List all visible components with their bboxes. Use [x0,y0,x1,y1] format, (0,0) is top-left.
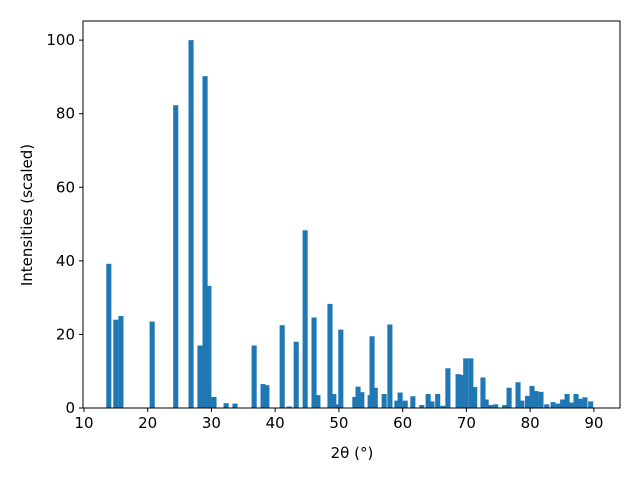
bar [251,345,257,408]
x-tick-label: 10 [74,414,93,432]
bar [429,401,435,408]
bar [502,405,508,408]
bar [533,391,539,408]
bar [458,374,464,408]
x-tick-label: 90 [584,414,603,432]
bar [286,406,292,408]
bar [440,405,446,408]
bar [529,385,535,408]
y-tick-label: 100 [46,31,75,49]
bar [338,329,344,408]
bar [331,394,337,408]
bar [197,345,203,408]
bar [463,358,469,408]
bar [519,400,525,408]
x-tick-label: 40 [266,414,285,432]
bar [573,394,579,408]
bar [223,403,229,408]
bar [560,399,566,408]
bar [369,336,375,408]
bar [419,405,425,408]
bar [568,402,574,408]
bar [455,374,461,408]
bar [311,317,317,408]
bar [359,392,365,408]
bar [387,324,393,408]
bar [106,263,112,408]
bar [264,385,270,408]
bar [468,358,474,408]
bar [394,400,400,408]
bar [445,368,451,408]
bar [352,396,358,408]
x-tick-label: 60 [393,414,412,432]
bar [293,341,299,408]
bar [493,404,499,408]
bar [118,316,124,408]
bar [302,230,308,408]
bar [488,405,494,408]
bar [334,404,340,408]
y-tick-label: 80 [56,105,75,123]
bar [435,394,441,408]
bar [550,402,556,408]
bar [577,398,583,408]
bar [582,397,588,408]
bar [564,394,570,408]
bar [327,303,333,408]
bar [410,396,416,408]
x-tick-label: 70 [457,414,476,432]
bar [372,387,378,408]
bar [425,394,431,408]
y-tick-label: 40 [56,252,75,270]
bar [480,377,486,408]
bar [315,395,321,408]
y-tick-label: 0 [65,399,75,417]
x-tick-label: 20 [138,414,157,432]
bar [506,387,512,408]
bar [402,400,408,408]
bar [355,386,361,408]
y-tick-label: 60 [56,178,75,196]
bar [515,382,521,408]
bar [588,401,594,408]
bar [211,396,217,408]
bar [173,105,179,408]
bar [544,404,550,408]
bar [232,403,238,408]
bar [472,387,478,408]
bar [202,76,208,409]
x-tick-label: 30 [202,414,221,432]
bar [381,394,387,408]
y-tick-label: 20 [56,325,75,343]
bar [538,391,544,408]
bar [483,399,489,408]
bar [260,384,266,408]
bar [397,392,403,408]
y-axis-label: Intensities (scaled) [18,144,36,286]
bar [206,285,212,408]
bar [525,395,531,408]
bar [555,403,561,408]
x-axis-label: 2θ (°) [331,444,374,462]
bar [188,40,194,409]
x-tick-label: 50 [329,414,348,432]
bar [113,319,119,408]
bar [279,325,285,408]
x-tick-label: 80 [521,414,540,432]
plot-frame [82,20,621,409]
bar [149,321,155,408]
